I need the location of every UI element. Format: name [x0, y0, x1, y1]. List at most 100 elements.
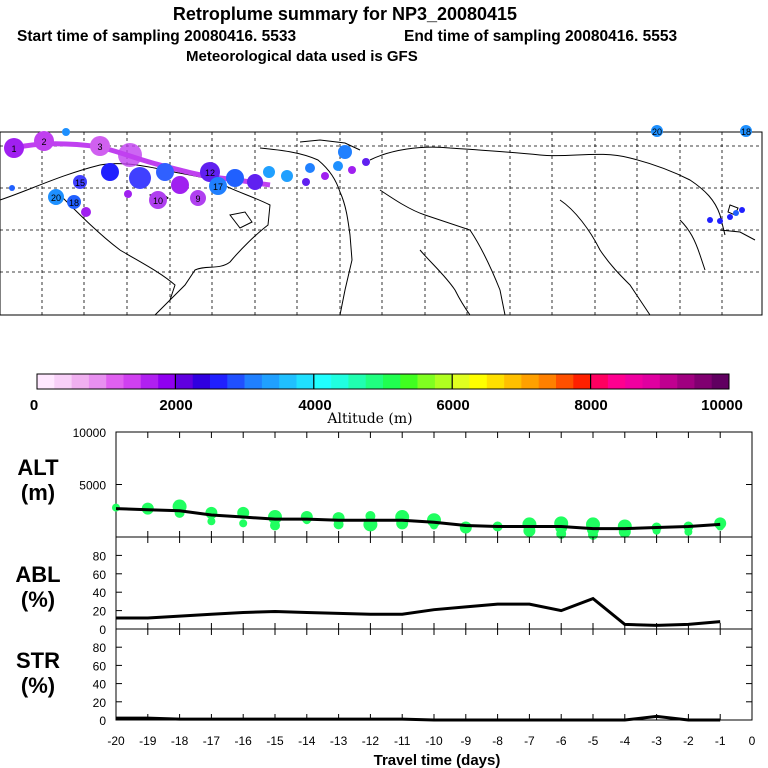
series-line-alt — [115, 507, 721, 531]
trajectory-map: 1 2 3 12 17 15 20 18 10 — [0, 125, 763, 316]
colorbar-swatch — [279, 374, 297, 389]
trajectory-marker — [200, 162, 220, 182]
colorbar-swatch — [88, 374, 107, 389]
trajectory-marker — [101, 163, 119, 181]
colorbar-swatch — [538, 374, 557, 389]
colorbar-swatch — [452, 374, 470, 389]
trajectory-marker — [727, 214, 733, 220]
trajectory-marker-label: 10 — [153, 196, 163, 206]
map-frame — [0, 131, 763, 316]
x-tick-label: -8 — [492, 734, 503, 748]
trajectory-marker — [740, 125, 752, 137]
colorbar-swatch — [486, 374, 505, 389]
colorbar-swatch — [331, 374, 349, 389]
trajectory-marker — [333, 161, 343, 171]
colorbar-swatch — [607, 374, 626, 389]
colorbar-swatch — [469, 374, 488, 389]
trajectory-marker — [209, 177, 227, 195]
colorbar-tick-label: 10000 — [701, 397, 743, 414]
altitude-scatter-point — [556, 528, 567, 539]
colorbar-swatch — [54, 374, 72, 389]
altitude-scatter-point — [239, 519, 248, 528]
panel-unit-alt: (m) — [21, 480, 55, 505]
trajectory-marker — [81, 207, 91, 217]
x-axis-title: Travel time (days) — [374, 752, 501, 768]
panel-frame-str — [115, 628, 753, 721]
x-tick-label: -1 — [715, 734, 726, 748]
y-tick-label: 10000 — [73, 426, 107, 440]
trajectory-marker-label: 2 — [41, 137, 46, 147]
x-tick-label: -17 — [203, 734, 221, 748]
colorbar-swatch — [123, 374, 142, 389]
colorbar-swatch — [677, 374, 695, 389]
colorbar-swatch — [711, 374, 730, 389]
trajectory-marker-label: 17 — [213, 182, 223, 192]
time-series-panels: 100005000ALT(m)020406080ABL(%)020406080S… — [15, 426, 753, 728]
altitude-scatter-point — [205, 506, 218, 519]
colorbar-swatch — [71, 374, 90, 389]
colorbar-swatch — [210, 374, 228, 389]
trajectory-marker — [73, 175, 87, 189]
trajectory-marker-2 — [34, 131, 54, 151]
trajectory-marker — [62, 128, 70, 136]
y-tick-label: 5000 — [79, 479, 106, 493]
series-line-abl — [116, 596, 721, 627]
colorbar-tick-label: 4000 — [298, 397, 331, 414]
travel-time-axis: -20 -19 -18 -17 -16 -15 -14 -13 -12 -11 -10 -9 -8 -7-… — [107, 734, 755, 748]
colorbar-title: Altitude (m) — [326, 411, 412, 427]
trajectory-marker — [733, 210, 739, 216]
x-tick-label: -14 — [298, 734, 316, 748]
panel-label-abl: ABL — [15, 562, 60, 587]
y-tick-label: 20 — [93, 605, 107, 619]
colorbar-swatch — [659, 374, 678, 389]
trajectory-marker — [9, 185, 15, 191]
map-coastlines — [0, 139, 756, 316]
trajectory-marker-1 — [4, 138, 24, 158]
trajectory-markers: 1 2 3 12 17 15 20 18 10 — [4, 125, 752, 224]
colorbar-swatch — [417, 374, 436, 389]
trajectory-marker-label: 20 — [51, 193, 61, 203]
x-tick-label: -9 — [460, 734, 471, 748]
trajectory-marker — [739, 207, 745, 213]
y-tick-label: 0 — [99, 623, 106, 637]
x-tick-label: -4 — [619, 734, 630, 748]
colorbar-tick-label: 8000 — [574, 397, 607, 414]
y-tick-label: 40 — [93, 586, 107, 600]
colorbar-tick-label: 6000 — [436, 397, 469, 414]
map-gridlines — [0, 132, 762, 315]
x-tick-label: -10 — [425, 734, 443, 748]
altitude-scatter-point — [459, 521, 472, 534]
x-tick-label: -11 — [394, 734, 411, 748]
trajectory-marker-label: 3 — [97, 142, 102, 152]
y-tick-label: 60 — [93, 659, 107, 673]
trajectory-marker — [226, 169, 244, 187]
altitude-scatter-point — [333, 519, 344, 530]
trajectory-marker — [124, 190, 132, 198]
colorbar-swatch — [140, 374, 159, 389]
trajectory-marker-label: 18 — [69, 198, 79, 208]
x-tick-label: -18 — [171, 734, 189, 748]
trajectory-marker-label: 1 — [11, 144, 16, 154]
y-tick-label: 80 — [93, 549, 107, 563]
trajectory-marker-label: 12 — [205, 168, 215, 178]
y-tick-label: 0 — [99, 714, 106, 728]
colorbar-swatch — [694, 374, 712, 389]
colorbar-swatch — [521, 374, 539, 389]
colorbar-swatch — [313, 374, 332, 389]
altitude-scatter-point — [207, 517, 216, 526]
x-tick-label: -12 — [362, 734, 380, 748]
trajectory-marker-3 — [90, 136, 110, 156]
trajectory-marker-label: 9 — [195, 194, 200, 204]
colorbar-swatch — [504, 374, 522, 389]
y-tick-label: 40 — [93, 678, 107, 692]
x-tick-label: -5 — [588, 734, 599, 748]
trajectory-marker — [263, 166, 275, 178]
altitude-colorbar — [36, 373, 730, 390]
colorbar-swatch — [192, 374, 211, 389]
colorbar-swatch — [106, 374, 124, 389]
colorbar-swatch — [434, 374, 453, 389]
trajectory-marker — [190, 190, 206, 206]
x-tick-label: -19 — [139, 734, 157, 748]
trajectory-marker — [338, 145, 352, 159]
